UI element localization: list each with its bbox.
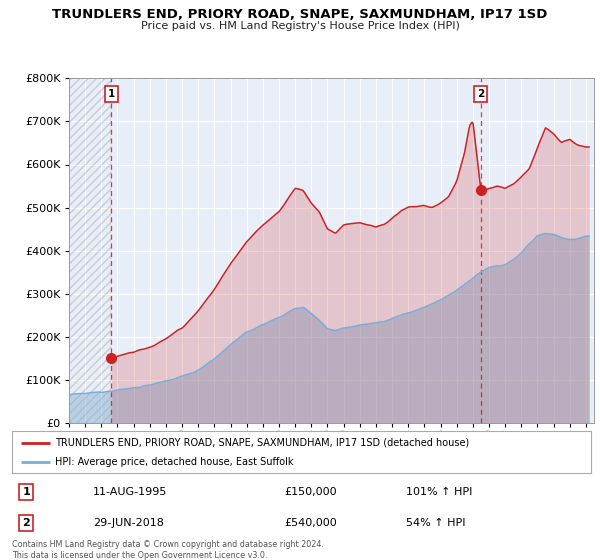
Text: 101% ↑ HPI: 101% ↑ HPI [406,487,472,497]
Text: £150,000: £150,000 [284,487,337,497]
Text: TRUNDLERS END, PRIORY ROAD, SNAPE, SAXMUNDHAM, IP17 1SD (detached house): TRUNDLERS END, PRIORY ROAD, SNAPE, SAXMU… [55,437,470,447]
Text: HPI: Average price, detached house, East Suffolk: HPI: Average price, detached house, East… [55,457,294,467]
Text: Price paid vs. HM Land Registry's House Price Index (HPI): Price paid vs. HM Land Registry's House … [140,21,460,31]
Text: 11-AUG-1995: 11-AUG-1995 [93,487,167,497]
Text: Contains HM Land Registry data © Crown copyright and database right 2024.
This d: Contains HM Land Registry data © Crown c… [12,540,324,560]
Text: TRUNDLERS END, PRIORY ROAD, SNAPE, SAXMUNDHAM, IP17 1SD: TRUNDLERS END, PRIORY ROAD, SNAPE, SAXMU… [52,8,548,21]
Text: 2: 2 [477,89,485,99]
Text: 54% ↑ HPI: 54% ↑ HPI [406,518,465,528]
Text: £540,000: £540,000 [284,518,337,528]
Text: 29-JUN-2018: 29-JUN-2018 [93,518,164,528]
Text: 1: 1 [23,487,31,497]
Text: 1: 1 [107,89,115,99]
Text: 2: 2 [23,518,31,528]
